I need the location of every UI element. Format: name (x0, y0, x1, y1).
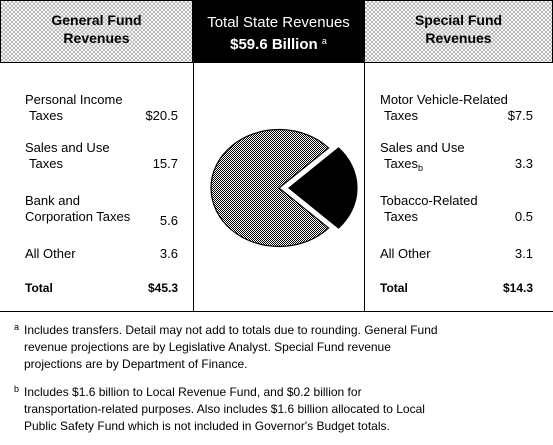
footnote-b-line: transportation-related purposes. Also in… (24, 402, 425, 416)
pie-svg (210, 128, 358, 248)
total-revenues-title: Total State Revenues (207, 14, 350, 31)
bottom-divider (0, 311, 553, 312)
item-label-cont: Taxes (384, 209, 418, 224)
item-label: All Other (380, 246, 431, 261)
item-label: All Other (25, 246, 76, 261)
item-value: 0.5 (514, 209, 533, 224)
pie-slice-general-fund (210, 128, 330, 248)
general-fund-header-line2: Revenues (63, 30, 130, 46)
general-fund-panel: Personal Income Taxes $20.5 Sales and Us… (25, 63, 178, 311)
item-label: Motor Vehicle-Related (380, 92, 508, 107)
footnote-b-line: Public Safety Fund which is not included… (24, 419, 390, 433)
special-fund-panel: Motor Vehicle-Related Taxes $7.5 Sales a… (380, 63, 533, 311)
general-fund-header: General Fund Revenues (0, 0, 193, 63)
special-total-value: $14.3 (502, 281, 533, 295)
total-revenues-amount: $59.6 Billion (230, 36, 318, 53)
footnote-a-line: Includes transfers. Detail may not add t… (24, 323, 438, 337)
item-label: Sales and Use (25, 140, 110, 155)
general-total-label: Total (25, 281, 53, 295)
item-label: Sales and Use (380, 140, 465, 155)
right-divider (364, 63, 365, 311)
footnote-a-line: revenue projections are by Legislative A… (24, 340, 391, 354)
special-fund-header-line1: Special Fund (414, 12, 503, 28)
footnote-b-line: Includes $1.6 billion to Local Revenue F… (24, 385, 362, 399)
footnote-a-label: a (14, 322, 20, 332)
item-label-cont: Taxes (384, 108, 418, 123)
general-fund-header-line1: General Fund (51, 12, 142, 28)
total-revenues-header: Total State Revenues $59.6 Billion a (193, 0, 364, 63)
left-divider (193, 63, 194, 311)
item-value: 3.6 (159, 246, 178, 261)
pie-slices (210, 128, 358, 248)
item-value: $20.5 (145, 108, 178, 123)
item-label: Bank and (25, 193, 80, 208)
item-label-cont: Taxes (29, 156, 63, 171)
item-label: Tobacco-Related (380, 193, 478, 208)
item-value: 3.1 (514, 246, 533, 261)
footnote-a-marker: a (321, 36, 327, 46)
pie-slice-special-fund (288, 147, 358, 229)
special-fund-header-line2: Revenues (425, 30, 492, 46)
footnote-b-label: b (14, 384, 20, 394)
footnote-b-marker: b (417, 163, 423, 173)
item-value: 5.6 (159, 213, 178, 228)
item-label-cont: Taxes (29, 108, 63, 123)
item-value: $7.5 (507, 108, 533, 123)
general-total-value: $45.3 (147, 281, 178, 295)
item-label: Personal Income (25, 92, 123, 107)
item-value: 3.3 (514, 156, 533, 171)
special-total-label: Total (380, 281, 408, 295)
item-label-cont: Corporation Taxes (25, 209, 131, 224)
footnote-a-line: projections are by Department of Finance… (24, 357, 248, 371)
revenue-pie-chart (195, 63, 363, 311)
special-fund-header: Special Fund Revenues (364, 0, 553, 63)
total-revenues-amount-line: $59.6 Billion a (194, 32, 363, 54)
item-value: 15.7 (152, 156, 178, 171)
item-label-cont: Taxes (384, 156, 418, 171)
